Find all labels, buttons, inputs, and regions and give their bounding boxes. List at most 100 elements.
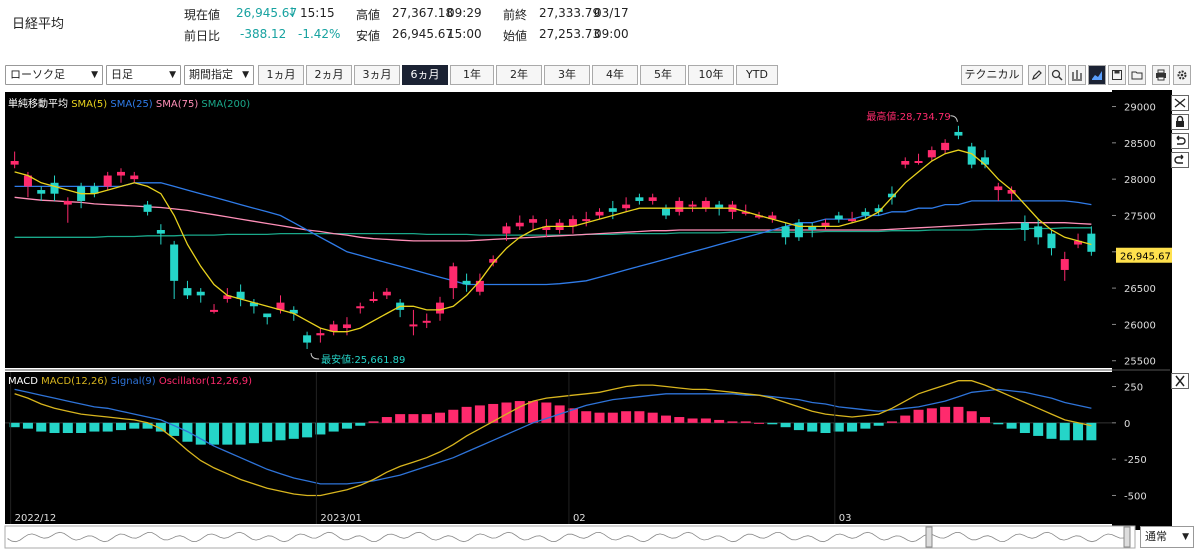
- candle-body-26: [356, 306, 365, 309]
- period-button-0[interactable]: 1ヵ月: [258, 65, 304, 85]
- osc-bar-8: [115, 422, 126, 431]
- candle-body-51: [688, 204, 697, 207]
- osc-bar-34: [461, 406, 472, 423]
- chart-type-select[interactable]: ローソク足 ▼: [5, 65, 103, 85]
- low-value: 26,945.67: [392, 27, 454, 41]
- macd-tick-label-0: 250: [1124, 383, 1143, 394]
- price-tick-label-6: 26000: [1124, 320, 1156, 331]
- osc-bar-65: [873, 422, 884, 426]
- candle-body-10: [143, 204, 152, 212]
- legend-sma5: SMA(5): [71, 99, 108, 110]
- index-name: 日経平均: [12, 17, 65, 32]
- candle-body-25: [342, 324, 351, 329]
- close-macd-button[interactable]: [1171, 373, 1189, 389]
- redo-button[interactable]: [1171, 152, 1189, 168]
- range-select[interactable]: 期間指定 ▼: [184, 65, 254, 85]
- low-annotation: 最安値:25,661.89: [321, 353, 405, 366]
- legend-oscillator: Oscillator(12,26,9): [158, 376, 253, 387]
- navigator-line: [7, 531, 1125, 543]
- osc-bar-62: [833, 422, 844, 432]
- osc-bar-7: [102, 422, 113, 432]
- price-tick-label-1: 28500: [1124, 139, 1156, 150]
- candle-body-19: [263, 313, 272, 318]
- osc-bar-68: [913, 409, 924, 423]
- period-button-3[interactable]: 6ヵ月: [402, 65, 448, 85]
- legend-title: 単純移動平均: [8, 99, 68, 110]
- time-label-1: 2023/01: [320, 513, 362, 524]
- osc-bar-22: [302, 422, 313, 438]
- candle-body-48: [648, 197, 657, 201]
- period-button-1[interactable]: 2ヵ月: [306, 65, 352, 85]
- undo-button[interactable]: [1171, 133, 1189, 149]
- period-button-10[interactable]: YTD: [736, 65, 778, 85]
- candle-body-44: [595, 211, 604, 216]
- price-tick-label-3: 27500: [1124, 211, 1156, 222]
- time-label-3: 03: [839, 513, 852, 524]
- osc-bar-9: [129, 422, 140, 429]
- candle-body-60: [808, 226, 817, 230]
- gear-icon: [1177, 70, 1187, 80]
- lock-icon: [1176, 115, 1184, 127]
- low-time: 15:00: [447, 27, 482, 41]
- open-button[interactable]: [1128, 65, 1146, 85]
- interval-value: 日足: [111, 68, 133, 81]
- osc-bar-17: [235, 422, 246, 445]
- down-arrow-icon: ↓: [287, 5, 298, 19]
- candle-body-0: [10, 161, 19, 165]
- display-mode-value: 通常: [1145, 530, 1167, 543]
- candle-body-9: [130, 175, 139, 180]
- candle-body-71: [954, 131, 963, 136]
- candle-body-49: [661, 208, 670, 216]
- chart-area[interactable]: 2900028500280002750027000265002600025500…: [0, 90, 1200, 559]
- price-tick-label-7: 25500: [1124, 357, 1156, 368]
- osc-bar-28: [381, 417, 392, 423]
- chart-canvas[interactable]: 2900028500280002750027000265002600025500…: [0, 90, 1200, 559]
- osc-bar-43: [581, 411, 592, 423]
- candle-body-63: [848, 219, 857, 222]
- period-button-4[interactable]: 1年: [450, 65, 494, 85]
- price-tick-label-5: 26500: [1124, 284, 1156, 295]
- pen-tool-button[interactable]: [1028, 65, 1046, 85]
- time-label-2: 02: [573, 513, 586, 524]
- candle-body-8: [116, 171, 125, 176]
- osc-bar-75: [1006, 422, 1017, 429]
- osc-bar-78: [1046, 422, 1057, 439]
- osc-bar-35: [474, 405, 485, 423]
- period-button-8[interactable]: 5年: [640, 65, 686, 85]
- candle-body-59: [794, 222, 803, 238]
- osc-bar-49: [660, 415, 671, 423]
- high-time: 09:29: [447, 6, 482, 20]
- bar-chart-button[interactable]: [1068, 65, 1086, 85]
- period-button-5[interactable]: 2年: [496, 65, 542, 85]
- candle-body-16: [223, 295, 232, 299]
- osc-bar-25: [341, 422, 352, 429]
- period-button-9[interactable]: 10年: [688, 65, 734, 85]
- interval-select[interactable]: 日足 ▼: [106, 65, 181, 85]
- osc-bar-63: [847, 422, 858, 432]
- period-button-2[interactable]: 3ヵ月: [354, 65, 400, 85]
- current-label: 現在値: [184, 8, 221, 22]
- settings-button[interactable]: [1173, 65, 1191, 85]
- candle-body-79: [1060, 259, 1069, 270]
- display-mode-select[interactable]: 通常 ▼: [1140, 526, 1194, 548]
- macd-tick-label-2: -250: [1124, 455, 1147, 466]
- candle-body-68: [914, 161, 923, 163]
- candle-body-38: [515, 222, 524, 227]
- candle-body-42: [568, 219, 577, 227]
- candle-body-22: [303, 335, 312, 343]
- undo-icon: [1176, 135, 1186, 145]
- technical-button[interactable]: テクニカル: [961, 65, 1023, 85]
- line-chart-button[interactable]: [1088, 65, 1106, 85]
- osc-bar-30: [408, 414, 419, 423]
- print-button[interactable]: [1152, 65, 1170, 85]
- lock-button[interactable]: [1171, 114, 1189, 130]
- collapse-button[interactable]: [1171, 95, 1189, 111]
- osc-bar-33: [448, 409, 459, 423]
- osc-bar-2: [36, 422, 47, 432]
- osc-bar-40: [541, 402, 552, 423]
- candle-body-76: [1020, 222, 1029, 230]
- zoom-button[interactable]: [1048, 65, 1066, 85]
- save-button[interactable]: [1108, 65, 1126, 85]
- period-button-7[interactable]: 4年: [592, 65, 638, 85]
- period-button-6[interactable]: 3年: [544, 65, 590, 85]
